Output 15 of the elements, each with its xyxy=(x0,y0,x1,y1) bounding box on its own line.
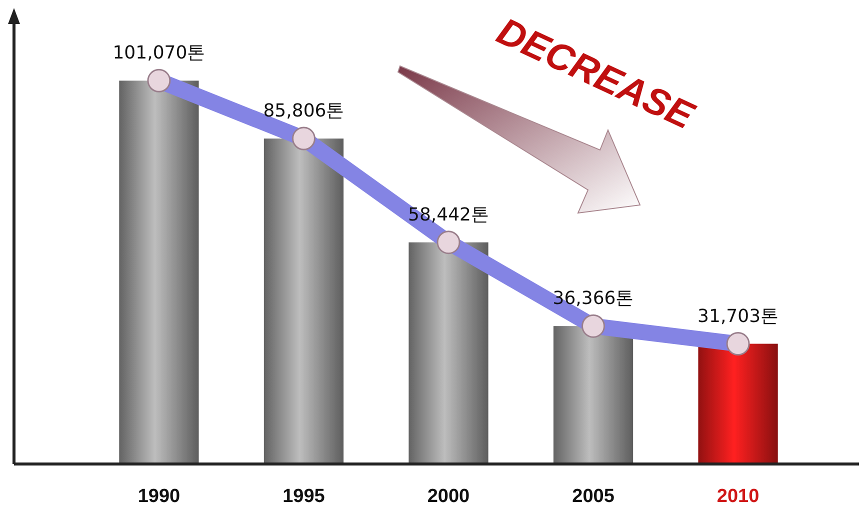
x-tick-label: 2000 xyxy=(427,486,470,507)
x-tick-label: 2005 xyxy=(572,486,615,507)
data-label: 101,070톤 xyxy=(112,42,206,64)
data-label: 58,442톤 xyxy=(408,204,489,226)
x-tick-label: 1990 xyxy=(138,486,180,507)
x-tick-label: 1995 xyxy=(282,486,326,507)
x-tick-label: 2010 xyxy=(716,486,760,507)
bar xyxy=(408,242,488,464)
bar xyxy=(119,80,199,464)
bar xyxy=(553,326,634,464)
bar xyxy=(264,138,344,464)
data-label: 31,703톤 xyxy=(698,306,779,327)
data-label: 85,806톤 xyxy=(263,100,344,122)
data-label: 36,366톤 xyxy=(552,288,634,310)
bar xyxy=(698,344,778,464)
